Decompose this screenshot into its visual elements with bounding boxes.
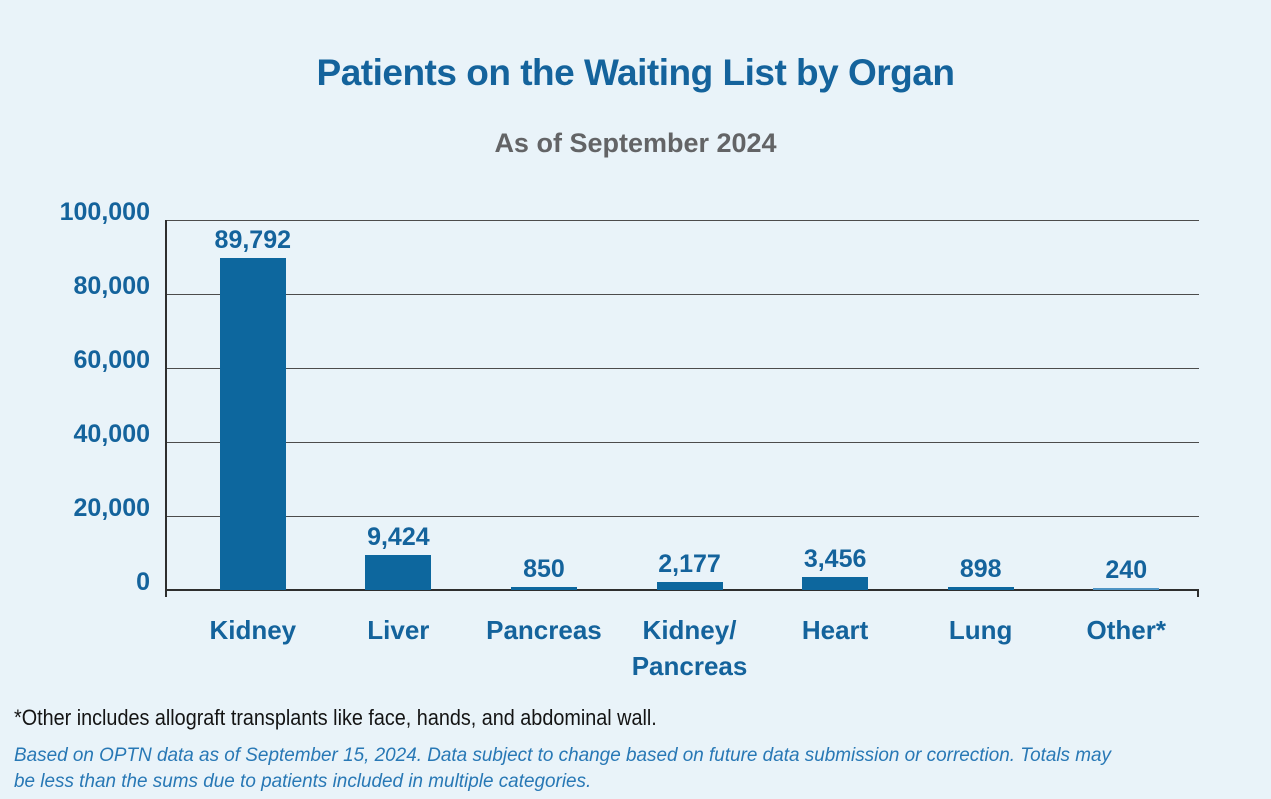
x-axis-line <box>166 589 1199 591</box>
bar-value-pancreas: 850 <box>523 555 565 583</box>
category-label-kidney-pancreas: Kidney/ Pancreas <box>631 615 748 681</box>
chart-subtitle: As of September 2024 <box>494 128 777 158</box>
footnote-other-definition: *Other includes allograft transplants li… <box>14 705 657 730</box>
bar-heart <box>802 577 869 590</box>
bar-group-kidney: 89,792 Kidney <box>180 220 326 645</box>
y-axis-tick-label: 20,000 <box>73 494 150 522</box>
bar-liver <box>365 555 432 590</box>
bar-value-heart: 3,456 <box>803 545 867 573</box>
bar-kidney <box>219 258 286 590</box>
chart-title: Patients on the Waiting List by Organ <box>316 52 955 93</box>
bar-group-lung: 898 Lung <box>908 220 1054 645</box>
category-label-other: Other* <box>1086 615 1166 645</box>
y-axis-tick-label: 100,000 <box>59 198 150 226</box>
y-axis-tick-label: 80,000 <box>73 272 150 300</box>
footnote-source-line: be less than the sums due to patients in… <box>14 770 592 792</box>
bar-slots: 89,792 Kidney 9,424 Liver 850 Pancreas 2,177 Ki… <box>180 220 1199 681</box>
footnote-data-source: Based on OPTN data as of September 15, 2… <box>14 742 1227 794</box>
y-axis-tick-label: 0 <box>136 568 150 596</box>
bar-chart-plot-area: 89,792 Kidney 9,424 Liver 850 Pancreas 2,177 Ki… <box>165 220 1199 681</box>
y-axis-labels: 100,000 80,000 60,000 40,000 20,000 0 <box>0 199 150 595</box>
category-label-heart: Heart <box>801 615 869 645</box>
gridline-60000 <box>166 368 1199 369</box>
gridline-100000 <box>166 220 1199 221</box>
bar-group-pancreas: 850 Pancreas <box>471 220 617 645</box>
footnote-source-line: Based on OPTN data as of September 15, 2… <box>14 744 1112 766</box>
category-label-pancreas: Pancreas <box>486 615 602 645</box>
category-label-kidney: Kidney <box>209 615 297 645</box>
gridline-20000 <box>166 516 1199 517</box>
bar-value-kidney: 89,792 <box>214 226 292 254</box>
bar-value-other: 240 <box>1105 556 1148 584</box>
bar-lung <box>947 587 1014 590</box>
bar-value-lung: 898 <box>959 555 1002 583</box>
bar-value-kidney-pancreas: 2,177 <box>658 550 721 578</box>
bar-pancreas <box>510 587 577 590</box>
gridline-80000 <box>166 294 1199 295</box>
y-axis-line <box>165 220 167 597</box>
y-axis-tick-label: 60,000 <box>73 346 150 374</box>
bar-other <box>1093 588 1160 590</box>
y-axis-tick-label: 40,000 <box>73 420 150 448</box>
category-label-liver: Liver <box>367 615 430 645</box>
bar-group-other: 240 Other* <box>1053 220 1199 645</box>
bar-kidney-pancreas <box>656 582 723 590</box>
bar-group-liver: 9,424 Liver <box>326 220 472 645</box>
category-label-lung: Lung <box>948 615 1013 645</box>
x-axis-end-tick <box>1197 590 1199 597</box>
bar-group-heart: 3,456 Heart <box>762 220 908 645</box>
bar-value-liver: 9,424 <box>367 523 430 551</box>
gridline-40000 <box>166 442 1199 443</box>
bar-group-kidney-pancreas: 2,177 Kidney/ Pancreas <box>617 220 763 681</box>
